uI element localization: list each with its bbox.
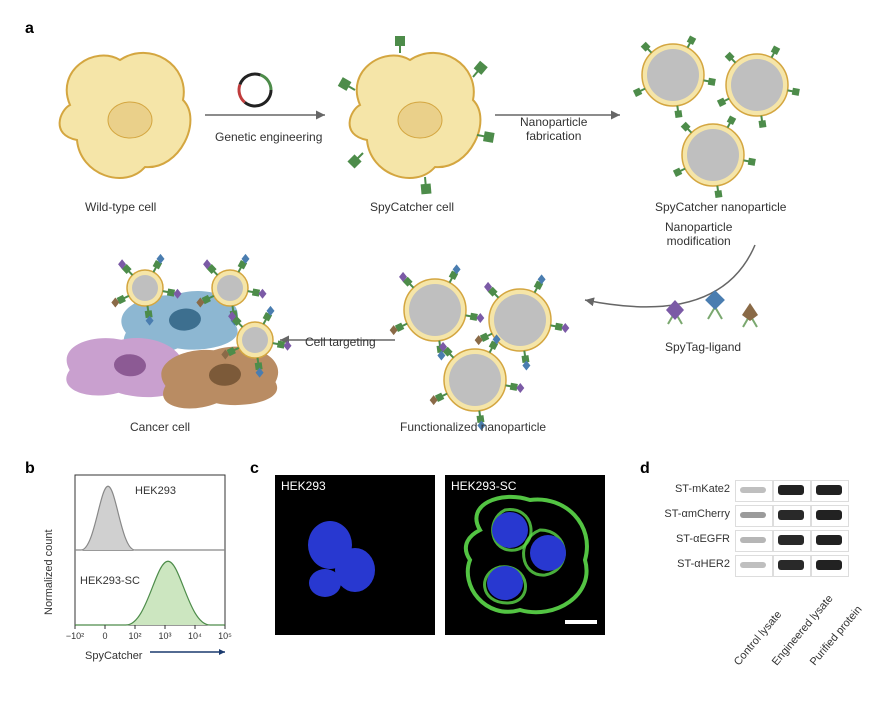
- blot-row-label: ST-αHER2: [650, 558, 730, 570]
- label-cancer-cell: Cancer cell: [130, 420, 190, 434]
- blot-band: [778, 485, 803, 495]
- micro-left: HEK293: [275, 475, 435, 635]
- micro-right: HEK293-SC: [445, 475, 605, 635]
- blot-band: [740, 512, 765, 518]
- blot-band: [740, 487, 765, 492]
- panel-b-ylabel: Normalized count: [43, 529, 55, 615]
- svg-text:10³: 10³: [158, 631, 171, 641]
- blot-row-label: ST-mKate2: [650, 483, 730, 495]
- blot-band: [816, 535, 841, 545]
- blot-band: [740, 562, 765, 567]
- panel-d-blot: ST-mKate2ST-αmCherryST-αEGFRST-αHER2Cont…: [650, 470, 840, 670]
- blot-band: [740, 537, 765, 543]
- label-np-fabrication: Nanoparticle fabrication: [520, 115, 587, 144]
- panel-d-label: d: [640, 460, 650, 478]
- label-spytag-ligand: SpyTag-ligand: [665, 340, 741, 354]
- panel-b-xlabel: SpyCatcher: [85, 650, 142, 662]
- blot-row-label: ST-αEGFR: [650, 533, 730, 545]
- svg-text:0: 0: [102, 631, 107, 641]
- panel-c-label: c: [250, 460, 259, 478]
- label-cell-targeting: Cell targeting: [305, 335, 376, 349]
- label-functionalized-np: Functionalized nanoparticle: [400, 420, 546, 434]
- label-np-modification: Nanoparticle modification: [665, 220, 732, 249]
- blot-band: [778, 510, 803, 520]
- panel-b-bottom-label: HEK293-SC: [80, 575, 140, 587]
- label-wild-type: Wild-type cell: [85, 200, 156, 214]
- label-spycatcher-np: SpyCatcher nanoparticle: [655, 200, 786, 214]
- label-genetic-engineering: Genetic engineering: [215, 130, 322, 144]
- blot-row-label: ST-αmCherry: [650, 508, 730, 520]
- panel-b-top-label: HEK293: [135, 485, 176, 497]
- svg-text:10⁴: 10⁴: [188, 631, 202, 641]
- blot-band: [816, 485, 841, 495]
- blot-band: [816, 510, 841, 520]
- panel-b-label: b: [25, 460, 35, 478]
- blot-band: [778, 560, 803, 570]
- figure-root: a b c d Wild-type cell SpyCatcher cell S…: [25, 20, 846, 681]
- svg-text:−10²: −10²: [66, 631, 84, 641]
- blot-band: [816, 560, 841, 570]
- label-spycatcher-cell: SpyCatcher cell: [370, 200, 454, 214]
- svg-text:10⁵: 10⁵: [218, 631, 232, 641]
- blot-band: [778, 535, 803, 545]
- svg-text:10²: 10²: [128, 631, 141, 641]
